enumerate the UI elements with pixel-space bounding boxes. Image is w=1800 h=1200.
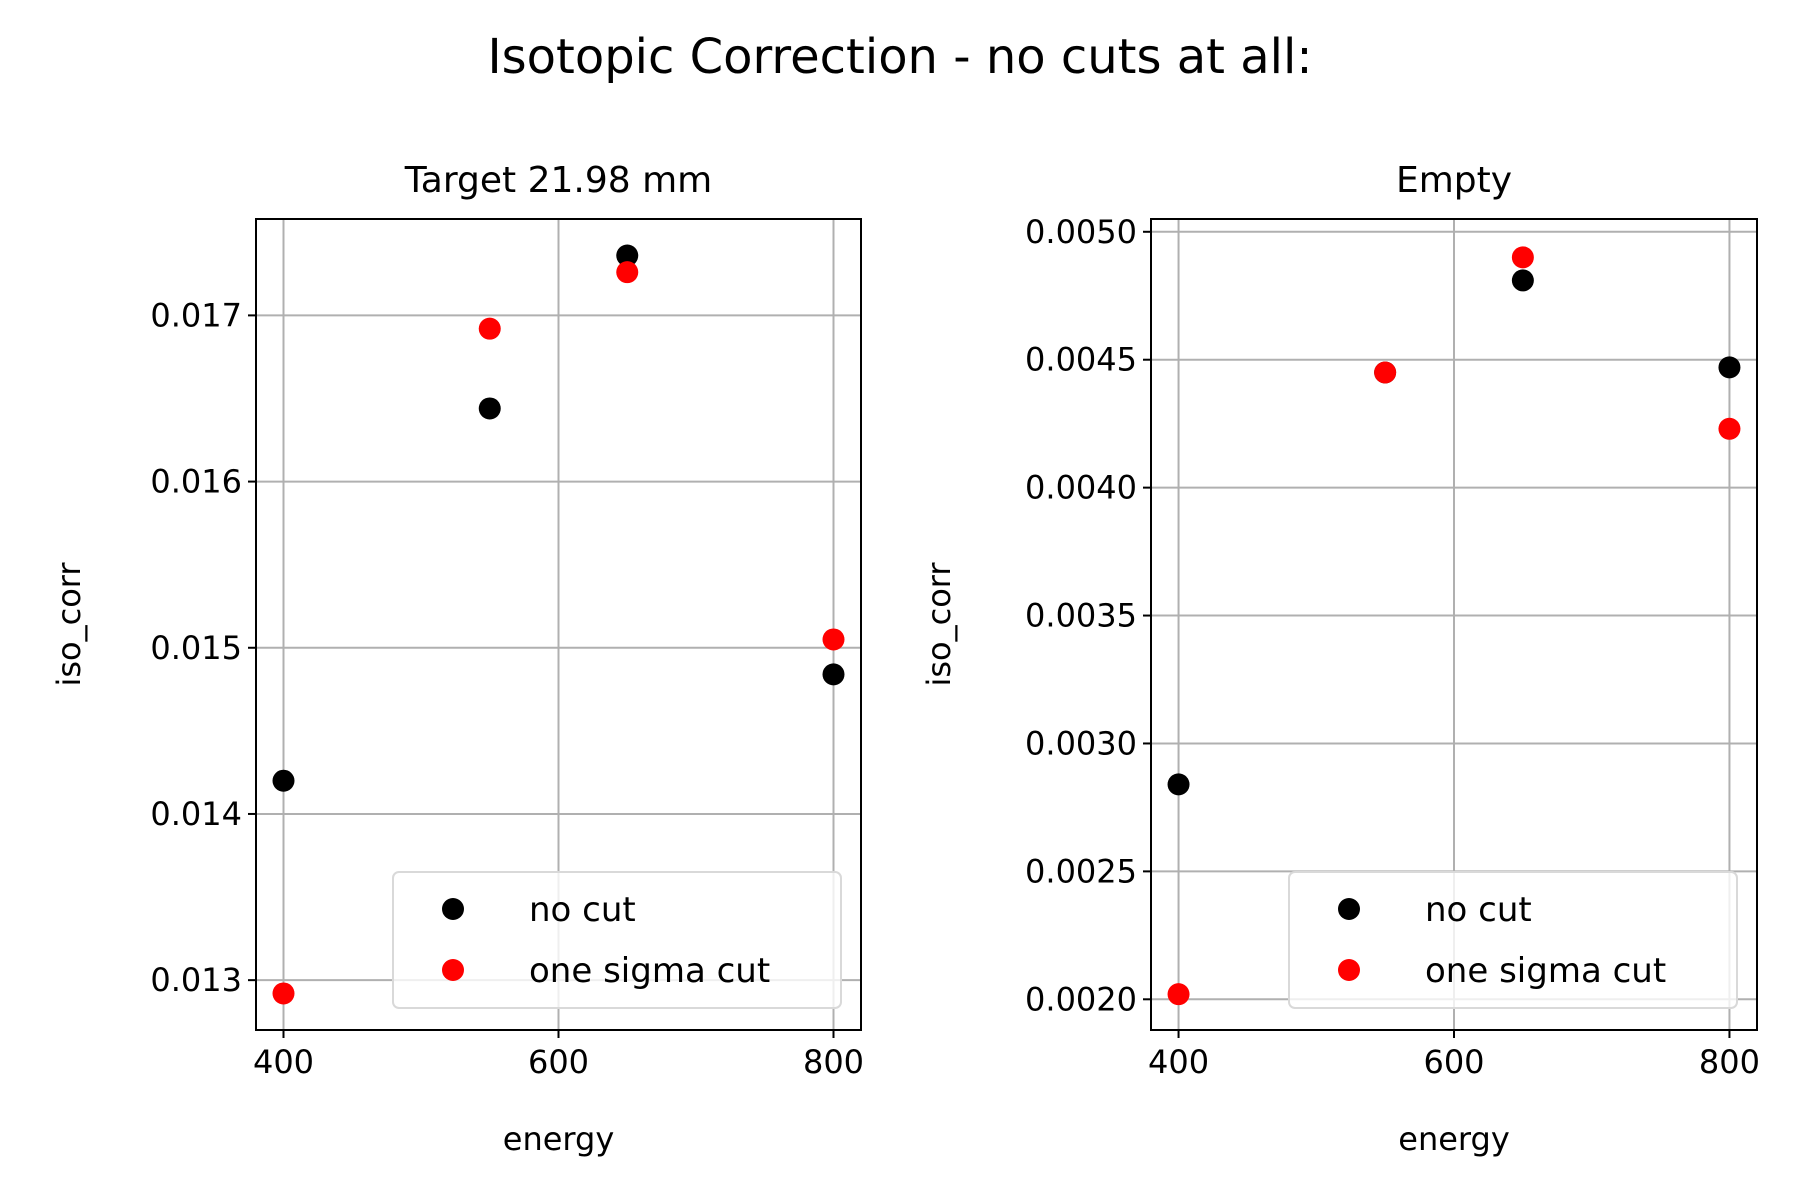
y-tick-label: 0.0045 [1025, 341, 1137, 379]
data-point-one-sigma-cut [1167, 983, 1190, 1006]
y-tick-label: 0.0040 [1025, 469, 1137, 507]
y-tick-label: 0.0020 [1025, 980, 1137, 1018]
data-point-one-sigma-cut [1374, 361, 1397, 384]
legend-marker [1338, 898, 1360, 920]
data-point-no-cut [1718, 356, 1741, 379]
y-tick-label: 0.016 [150, 463, 242, 501]
panel-title: Empty [1396, 160, 1512, 201]
data-point-one-sigma-cut [478, 317, 501, 340]
y-axis-label: iso_corr [920, 562, 958, 687]
x-tick-label: 800 [1699, 1043, 1760, 1081]
panel-2: 400 600 800 0.0020 0.0025 0.0030 0.0035 0.0040 0… [920, 160, 1760, 1158]
legend-marker [1338, 959, 1360, 981]
legend-box [1288, 871, 1738, 1009]
data-point-no-cut [1511, 269, 1534, 292]
data-point-no-cut [616, 244, 639, 267]
legend-marker [442, 959, 464, 981]
data-point-no-cut [272, 769, 295, 792]
panel-1: 400 600 800 0.013 0.014 0.015 0.016 0.017 Target… [50, 160, 864, 1158]
legend: no cut one sigma cut [1288, 871, 1738, 1009]
legend-label: one sigma cut [1425, 951, 1666, 991]
data-point-no-cut [1167, 773, 1190, 796]
x-axis-label: energy [1398, 1120, 1510, 1158]
legend: no cut one sigma cut [392, 871, 842, 1009]
legend-label: one sigma cut [529, 951, 770, 991]
axes-frame [255, 218, 862, 1031]
axes-frame [1150, 218, 1758, 1031]
x-axis-label: energy [503, 1120, 615, 1158]
figure-title: Isotopic Correction - no cuts at all: [487, 29, 1312, 85]
y-tick-label: 0.017 [150, 296, 242, 334]
y-tick-label: 0.014 [150, 795, 242, 833]
x-tick-label: 400 [1148, 1043, 1209, 1081]
y-tick-label: 0.013 [150, 961, 242, 999]
legend-box [392, 871, 842, 1009]
y-tick-label: 0.0025 [1025, 852, 1137, 890]
data-point-one-sigma-cut [272, 982, 295, 1005]
legend-marker [442, 898, 464, 920]
x-tick-label: 400 [253, 1043, 314, 1081]
x-tick-label: 600 [1423, 1043, 1484, 1081]
data-point-one-sigma-cut [1511, 246, 1534, 269]
y-tick-label: 0.015 [150, 629, 242, 667]
panel-title: Target 21.98 mm [404, 160, 712, 201]
y-axis-label: iso_corr [50, 562, 88, 687]
data-point-one-sigma-cut [1718, 417, 1741, 440]
y-tick-label: 0.0035 [1025, 597, 1137, 635]
y-tick-label: 0.0030 [1025, 724, 1137, 762]
data-point-one-sigma-cut [822, 628, 845, 651]
legend-label: no cut [1425, 890, 1532, 930]
x-tick-label: 800 [803, 1043, 864, 1081]
y-tick-label: 0.0050 [1025, 213, 1137, 251]
legend-label: no cut [529, 890, 636, 930]
data-point-no-cut [478, 397, 501, 420]
data-point-one-sigma-cut [616, 261, 639, 284]
x-tick-label: 600 [528, 1043, 589, 1081]
data-point-no-cut [822, 663, 845, 686]
